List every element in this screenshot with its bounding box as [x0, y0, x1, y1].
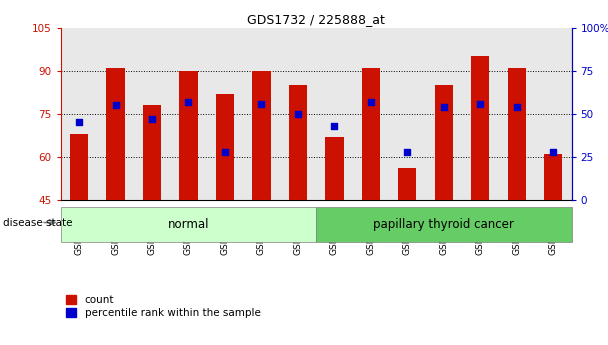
Bar	[252, 71, 271, 200]
Bar	[61, 207, 316, 242]
Point	[548, 149, 558, 155]
Bar	[143, 105, 161, 200]
Bar	[435, 85, 453, 200]
Point	[184, 99, 193, 105]
Point	[512, 104, 522, 110]
Bar	[508, 68, 526, 200]
Point	[439, 104, 449, 110]
Point	[475, 101, 485, 106]
Point	[330, 123, 339, 129]
Point	[402, 149, 412, 155]
Text: disease state: disease state	[3, 218, 72, 227]
Point	[147, 116, 157, 122]
Text: papillary thyroid cancer: papillary thyroid cancer	[373, 218, 514, 231]
Bar	[289, 85, 307, 200]
Point	[257, 101, 266, 106]
Point	[111, 102, 120, 108]
Point	[220, 149, 230, 155]
Bar	[179, 71, 198, 200]
Bar	[106, 68, 125, 200]
Title: GDS1732 / 225888_at: GDS1732 / 225888_at	[247, 13, 385, 27]
Bar	[316, 207, 572, 242]
Bar	[398, 168, 416, 200]
Bar	[362, 68, 380, 200]
Point	[366, 99, 376, 105]
Text: normal: normal	[168, 218, 209, 231]
Bar	[544, 154, 562, 200]
Bar	[216, 94, 234, 200]
Bar	[471, 56, 489, 200]
Bar	[70, 134, 88, 200]
Bar	[325, 137, 344, 200]
Point	[293, 111, 303, 117]
Point	[74, 120, 84, 125]
Legend: count, percentile rank within the sample: count, percentile rank within the sample	[66, 295, 261, 318]
